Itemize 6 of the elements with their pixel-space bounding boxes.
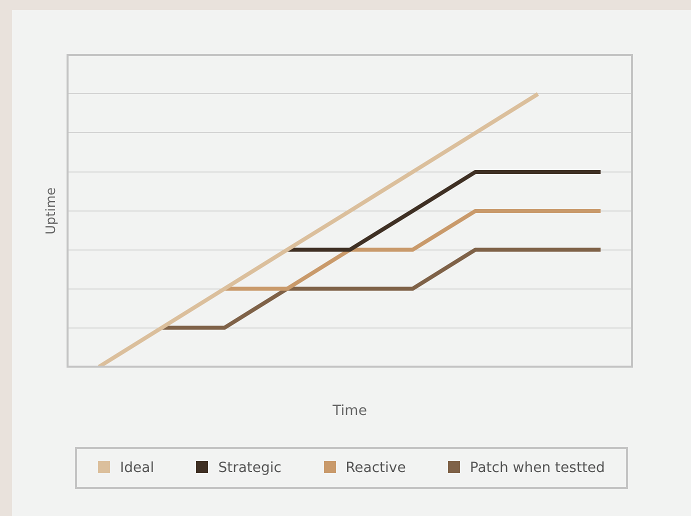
y-axis-title: Uptime xyxy=(44,187,60,234)
legend-label: Patch when testted xyxy=(468,460,605,476)
legend-label: Reactive xyxy=(344,460,406,476)
legend-label: Ideal xyxy=(119,460,154,476)
x-axis-title: Time xyxy=(332,403,367,420)
legend-label: Strategic xyxy=(217,460,282,476)
